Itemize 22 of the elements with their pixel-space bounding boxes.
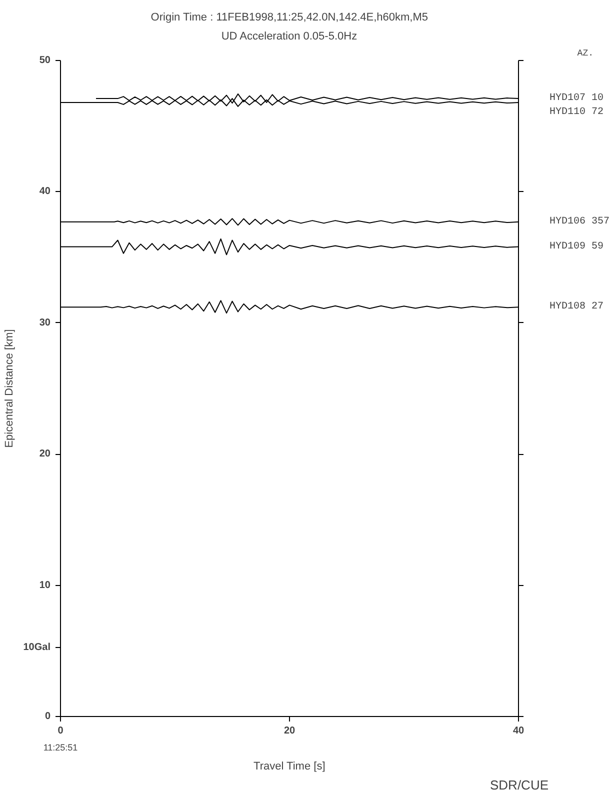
x-tick-label: 0 (58, 726, 64, 736)
x-tick-label: 40 (512, 726, 524, 736)
text: HYD108 27 (550, 302, 604, 313)
y-tick-label: 40 (39, 186, 51, 198)
text: HYD106 357 (550, 216, 610, 228)
x-axis-title: Travel Time [s] (254, 760, 326, 772)
x-tick-label: 20 (284, 726, 296, 736)
text: HYD109 59 (550, 241, 604, 252)
chart-title: Origin Time : 11FEB1998,11:25,42.0N,142.4E,h60km,M5 (150, 12, 428, 24)
text: 10Gal (23, 642, 51, 654)
y-tick-label: 10 (39, 580, 51, 591)
text: HYD110 72 (550, 106, 604, 118)
text: AZ. (577, 48, 594, 58)
y-tick-label: 30 (39, 317, 51, 328)
text: SDR/CUE (490, 778, 549, 792)
text: 11:25:51 (43, 742, 78, 752)
y-axis-title: Epicentral Distance [km] (3, 329, 16, 448)
y-tick-label: 50 (39, 55, 51, 66)
chart-subtitle: UD Acceleration 0.05-5.0Hz (221, 30, 358, 42)
text: HYD107 10 (550, 93, 604, 104)
y-tick-label: 0 (44, 711, 51, 722)
y-tick-label: 20 (39, 448, 51, 460)
